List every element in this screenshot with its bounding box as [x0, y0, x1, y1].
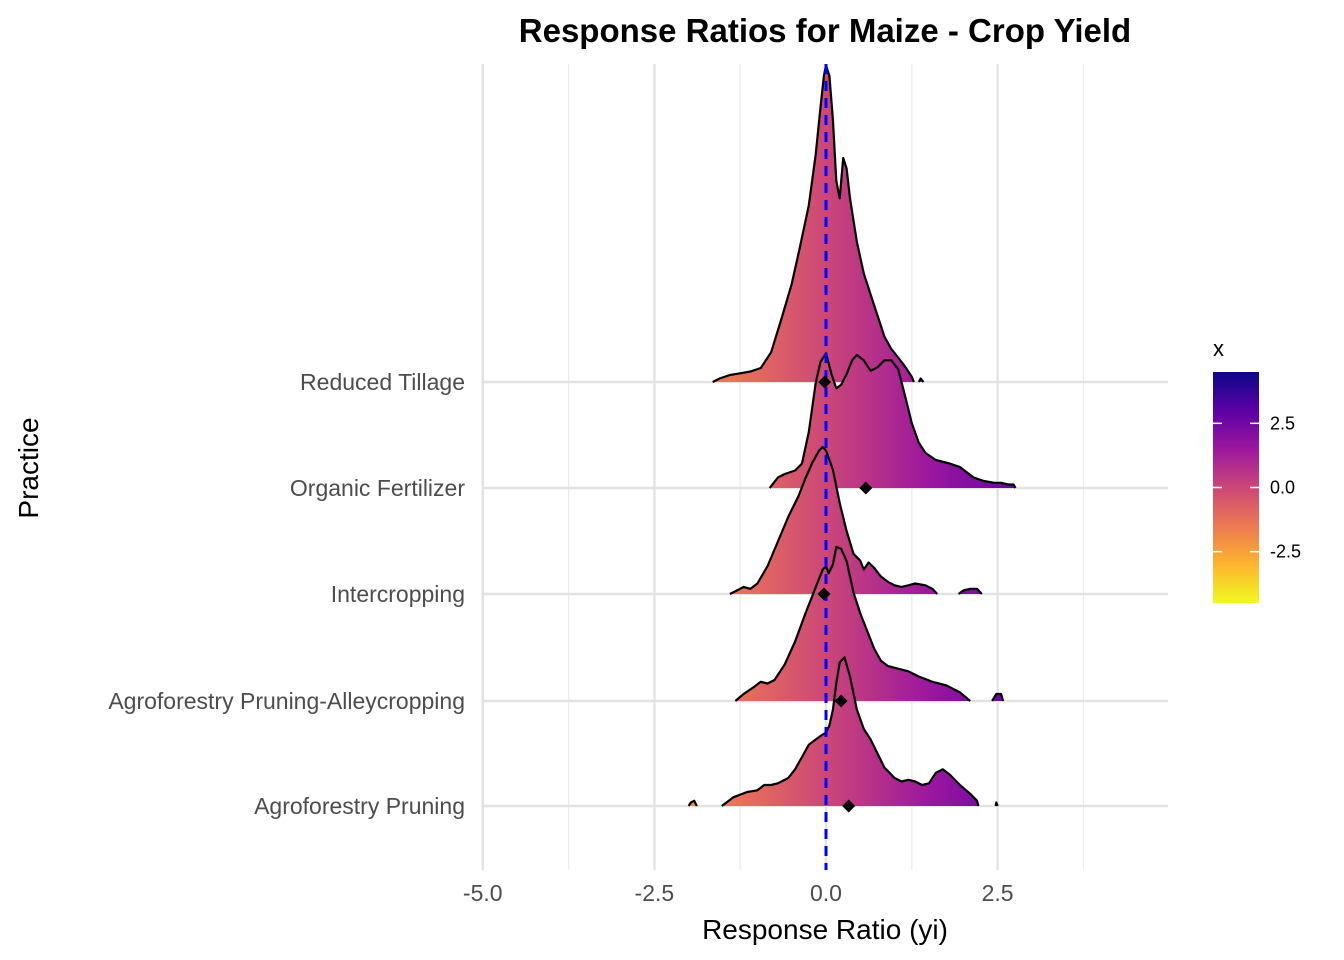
mean-marker	[817, 587, 831, 601]
x-tick-label: -2.5	[635, 880, 675, 906]
density-area	[712, 65, 914, 383]
y-tick-label: Intercropping	[331, 581, 465, 607]
y-tick-label: Organic Fertilizer	[290, 475, 465, 501]
density-outline	[957, 587, 983, 595]
mean-markers	[817, 375, 873, 813]
density-outline	[734, 545, 971, 702]
density-outline	[917, 377, 925, 383]
legend-tick-label: -2.5	[1270, 542, 1301, 562]
density-area	[729, 447, 938, 594]
density-area	[992, 694, 1004, 701]
chart-title: Response Ratios for Maize - Crop Yield	[519, 12, 1131, 49]
density-outline	[687, 799, 698, 807]
y-axis-title: Practice	[13, 417, 44, 518]
legend-tick-label: 2.5	[1270, 413, 1295, 433]
x-tick-label: 2.5	[982, 880, 1014, 906]
legend-title: x	[1213, 336, 1224, 361]
x-tick-labels: -5.0 -2.5 0.0 2.5	[463, 880, 1014, 906]
density-outline	[729, 445, 939, 595]
color-legend: x 2.5 0.0 -2.5	[1213, 336, 1301, 603]
y-tick-label: Reduced Tillage	[300, 369, 465, 395]
density-outline	[991, 692, 1005, 702]
density-outline	[721, 656, 980, 807]
x-tick-label: 0.0	[810, 880, 842, 906]
density-outline	[994, 801, 999, 807]
density-area	[721, 657, 979, 806]
legend-ticks: 2.5 0.0 -2.5	[1213, 413, 1301, 562]
density-outline	[712, 64, 915, 383]
y-tick-label: Agroforestry Pruning	[254, 793, 465, 819]
mean-marker	[842, 799, 856, 813]
x-axis-title: Response Ratio (yi)	[702, 914, 948, 945]
density-area	[769, 353, 1016, 488]
density-area	[735, 547, 971, 701]
density-area	[958, 588, 982, 594]
density-ridges	[687, 64, 1017, 807]
y-tick-labels: Agroforestry Pruning Agroforestry Pruning…	[108, 369, 465, 819]
density-outline	[768, 352, 1017, 489]
y-tick-label: Agroforestry Pruning-Alleycropping	[108, 688, 465, 714]
mean-marker	[859, 481, 873, 495]
x-tick-label: -5.0	[463, 880, 503, 906]
mean-marker	[834, 694, 848, 708]
legend-tick-label: 0.0	[1270, 478, 1295, 498]
mean-marker	[818, 375, 832, 389]
